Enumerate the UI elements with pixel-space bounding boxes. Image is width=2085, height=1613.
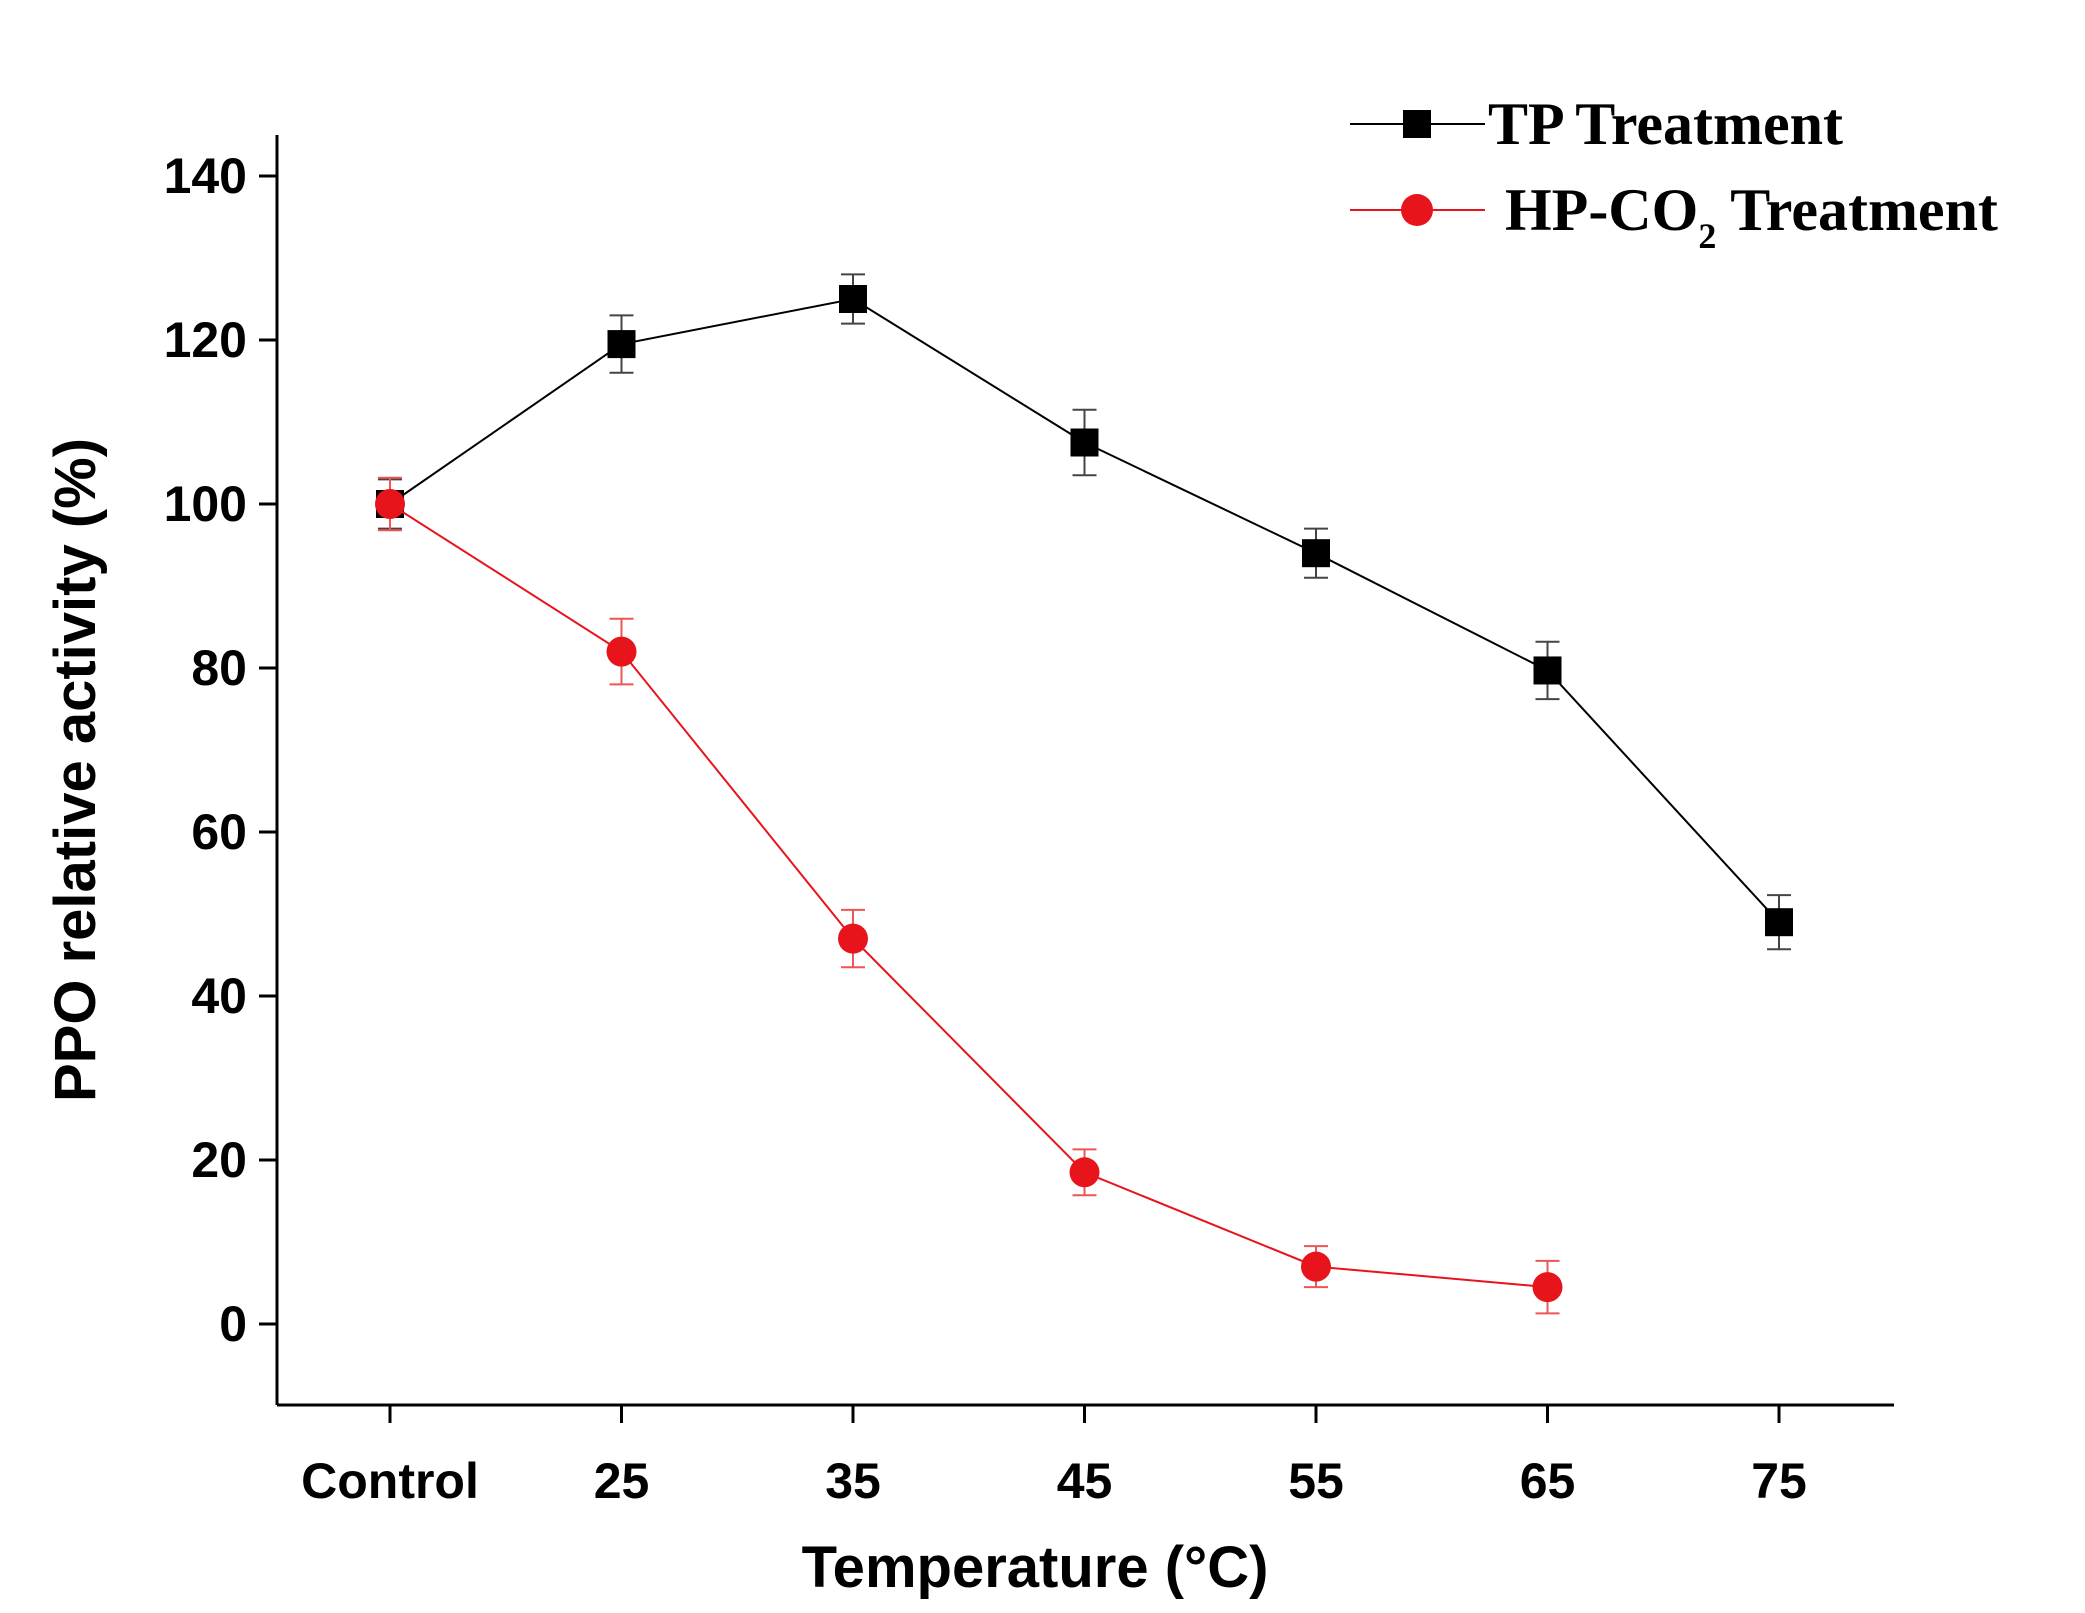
series-layer: [375, 273, 1793, 1315]
y-tick-label: 40: [191, 968, 247, 1024]
series-1: [375, 476, 1563, 1315]
data-point: [607, 330, 636, 359]
data-point: [1765, 908, 1793, 937]
series-line: [389, 503, 1548, 1289]
data-point: [1533, 656, 1562, 685]
x-tick-label: Control: [301, 1453, 479, 1509]
data-point: [1069, 1157, 1100, 1188]
legend-label-hpco2-pre: HP-CO: [1505, 177, 1698, 243]
x-ticks: Control 25 35 45 55 65 75: [301, 1405, 1807, 1509]
y-tick-label: 0: [219, 1296, 247, 1352]
x-tick-label: 45: [1057, 1453, 1113, 1509]
x-tick-label: 75: [1751, 1453, 1807, 1509]
y-axis-title: PPO relative activity (%): [43, 438, 108, 1102]
y-ticks: 0 20 40 60 80 100 120 140: [164, 148, 277, 1352]
x-tick-label: 55: [1288, 1453, 1344, 1509]
series-0: [376, 273, 1793, 951]
y-tick-label: 20: [191, 1132, 247, 1188]
data-point: [1301, 1251, 1331, 1282]
legend: TP Treatment HP-CO2 Treatment: [1350, 91, 1998, 256]
data-point: [375, 489, 405, 519]
data-point: [1302, 539, 1330, 568]
legend-marker-tp: [1403, 110, 1431, 138]
data-point: [606, 636, 637, 667]
legend-label-hpco2-sub: 2: [1698, 216, 1716, 256]
legend-label-hpco2: HP-CO2 Treatment: [1505, 177, 1998, 256]
x-tick-label: 35: [825, 1453, 881, 1509]
series-line: [389, 297, 1780, 923]
x-tick-label: 25: [594, 1453, 650, 1509]
data-point: [839, 285, 867, 313]
legend-marker-hpco2: [1401, 194, 1433, 226]
y-tick-label: 140: [164, 148, 247, 204]
y-tick-label: 80: [191, 640, 247, 696]
x-tick-label: 65: [1520, 1453, 1576, 1509]
axes: [275, 135, 1894, 1407]
data-point: [1532, 1272, 1563, 1303]
legend-label-tp: TP Treatment: [1488, 91, 1843, 157]
y-tick-label: 60: [191, 804, 247, 860]
legend-item-tp: TP Treatment: [1350, 91, 1843, 157]
legend-label-hpco2-post: Treatment: [1716, 177, 1998, 243]
y-tick-label: 120: [164, 312, 247, 368]
data-point: [838, 923, 868, 954]
x-axis-title: Temperature (°C): [802, 1535, 1269, 1600]
y-tick-label: 100: [164, 476, 247, 532]
data-point: [1070, 428, 1099, 457]
legend-item-hpco2: HP-CO2 Treatment: [1350, 177, 1998, 256]
